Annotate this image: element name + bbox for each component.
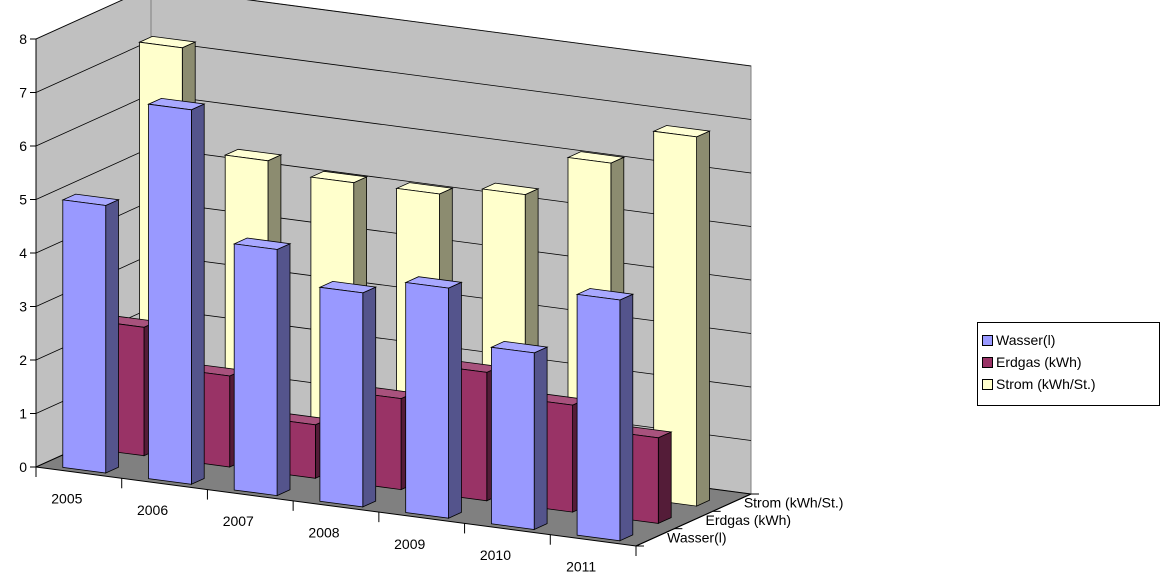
y-tick-label: 3 [19, 299, 27, 315]
y-tick-label: 8 [19, 31, 27, 47]
bar-wasser-2008 [319, 286, 364, 508]
legend-label-wasser: Wasser(l) [996, 332, 1056, 348]
bar-side-wasser-2010 [533, 346, 548, 531]
bar-wasser-2009 [405, 282, 449, 519]
y-tick-label: 2 [19, 352, 27, 368]
y-tick-label: 6 [19, 138, 27, 154]
depth-axis-line [635, 493, 752, 547]
bar-strom-2011 [653, 130, 697, 507]
x-tick-label: 2006 [137, 502, 168, 518]
x-tick-label: 2008 [308, 525, 339, 541]
bar-side-erdgas-2011 [657, 431, 672, 525]
x-tick-label: 2010 [480, 547, 511, 563]
y-tick-label: 7 [19, 85, 27, 101]
bar-side-wasser-2005 [105, 199, 119, 474]
x-tick-label: 2005 [51, 491, 82, 507]
legend-label-erdgas: Erdgas (kWh) [996, 354, 1082, 370]
x-tick-label: 2007 [223, 513, 254, 529]
legend-swatch-strom [982, 378, 993, 390]
legend: Wasser(l) Erdgas (kWh) Strom (kWh/St.) [977, 322, 1160, 406]
x-tick-label: 2009 [394, 536, 425, 552]
bar-side-wasser-2011 [619, 293, 634, 542]
bar-wasser-2010 [490, 346, 535, 530]
gridline [35, 0, 752, 67]
legend-item-wasser: Wasser(l) [982, 329, 1155, 351]
legend-item-strom: Strom (kWh/St.) [982, 373, 1155, 395]
bar-wasser-2006 [148, 103, 192, 485]
depth-tick-label: Erdgas (kWh) [706, 512, 792, 528]
bar-side-strom-2011 [696, 130, 710, 507]
bar-side-wasser-2007 [276, 243, 291, 497]
bar-wasser-2011 [576, 293, 621, 542]
y-tick-label: 4 [19, 245, 27, 261]
bar-side-wasser-2009 [448, 281, 462, 519]
bar-side-wasser-2008 [362, 286, 377, 508]
legend-item-erdgas: Erdgas (kWh) [982, 351, 1155, 373]
y-tick-label: 1 [19, 406, 27, 422]
legend-swatch-wasser [982, 334, 993, 346]
bar-wasser-2007 [233, 243, 278, 497]
depth-tick-label: Wasser(l) [667, 529, 726, 545]
y-tick-label: 5 [19, 192, 27, 208]
x-tick-label: 2011 [566, 558, 596, 574]
y-tick-label: 0 [19, 459, 27, 475]
legend-swatch-erdgas [982, 356, 993, 368]
bar-wasser-2005 [62, 199, 107, 474]
depth-tick-label: Strom (kWh/St.) [744, 495, 844, 511]
bar-side-wasser-2006 [190, 103, 205, 485]
legend-label-strom: Strom (kWh/St.) [996, 376, 1096, 392]
